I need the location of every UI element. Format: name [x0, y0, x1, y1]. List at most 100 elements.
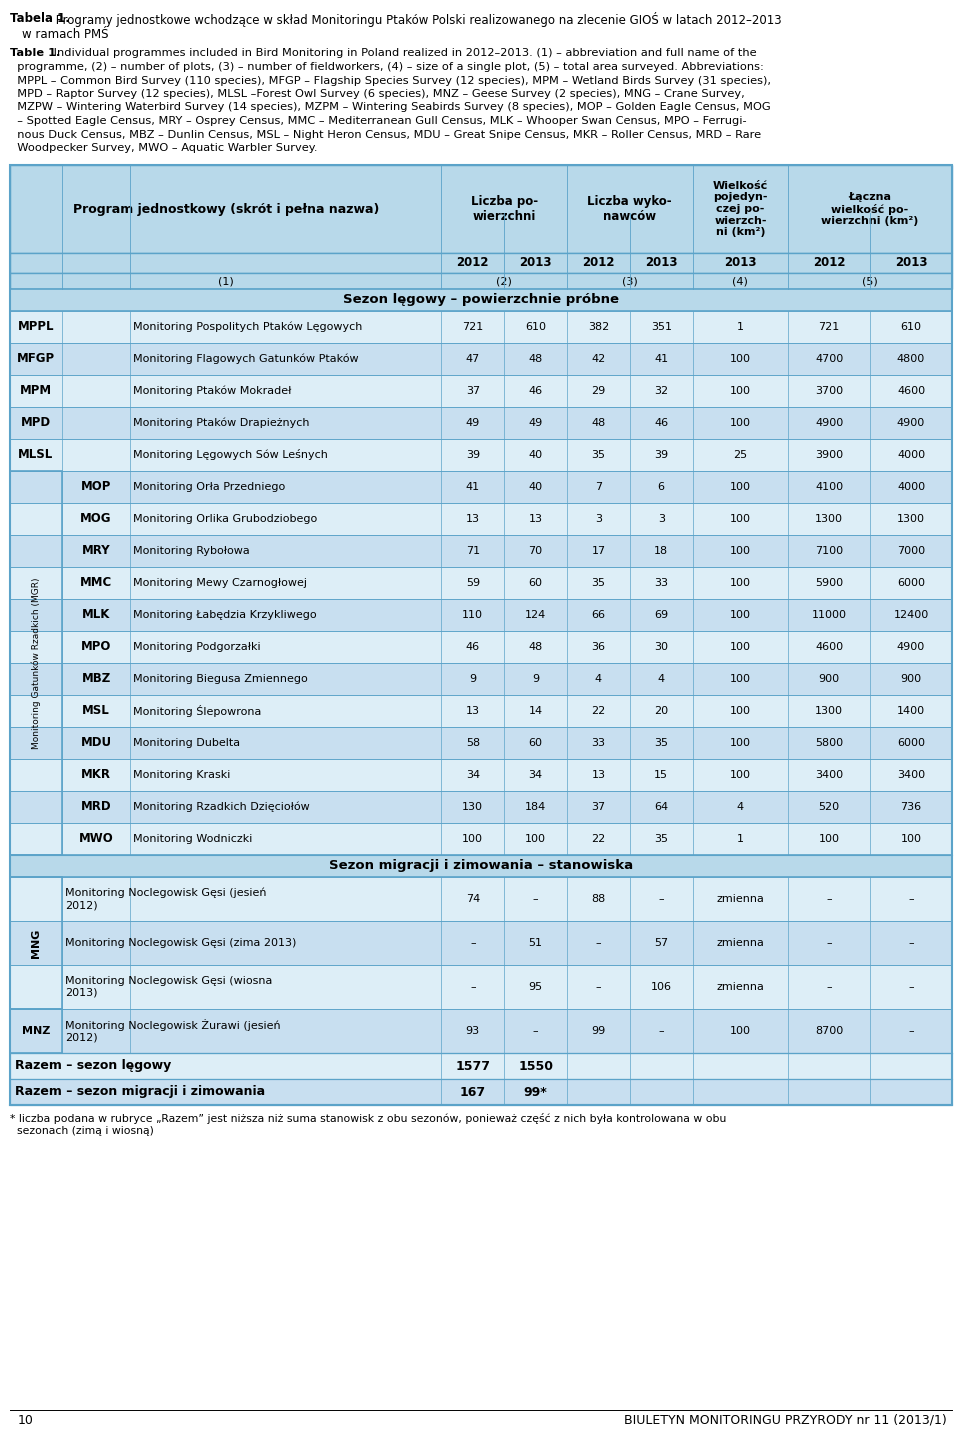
Text: 4900: 4900 [897, 643, 925, 653]
Text: 1: 1 [737, 834, 744, 844]
Text: 4: 4 [658, 674, 664, 684]
Text: 48: 48 [591, 418, 606, 428]
Text: –: – [470, 937, 475, 947]
Bar [10, 311, 952, 343]
Text: 49: 49 [529, 418, 542, 428]
Text: Monitoring Orła Przedniego: Monitoring Orła Przedniego [133, 482, 285, 492]
Text: 39: 39 [466, 449, 480, 459]
Text: Monitoring Ptaków Mokradeł: Monitoring Ptaków Mokradeł [133, 386, 292, 396]
Text: 100: 100 [819, 834, 840, 844]
Bar [10, 273, 952, 289]
Text: 900: 900 [900, 674, 922, 684]
Text: 100: 100 [730, 578, 751, 588]
Text: 3: 3 [595, 514, 602, 524]
Text: 60: 60 [529, 578, 542, 588]
Text: 35: 35 [654, 738, 668, 748]
Text: 167: 167 [460, 1086, 486, 1099]
Text: 1: 1 [737, 322, 744, 332]
Text: 1577: 1577 [455, 1059, 491, 1072]
Text: Monitoring Noclegowisk Gęsi (wiosna
2013): Monitoring Noclegowisk Gęsi (wiosna 2013… [65, 976, 273, 997]
Text: –: – [908, 982, 914, 992]
Text: (3): (3) [622, 276, 637, 286]
Text: 2012: 2012 [813, 256, 846, 269]
Text: Monitoring Dubelta: Monitoring Dubelta [133, 738, 240, 748]
Bar [10, 600, 952, 631]
Text: 8700: 8700 [815, 1026, 843, 1036]
Text: zmienna: zmienna [716, 894, 764, 904]
Text: MKR: MKR [81, 768, 111, 781]
Text: 1300: 1300 [815, 514, 843, 524]
Text: Liczba wyko-
nawców: Liczba wyko- nawców [588, 195, 672, 223]
Text: 32: 32 [654, 386, 668, 396]
Text: Liczba po-
wierzchni: Liczba po- wierzchni [470, 195, 538, 223]
Text: MLK: MLK [82, 608, 110, 621]
Text: MOP: MOP [81, 481, 111, 494]
Text: 610: 610 [525, 322, 546, 332]
Bar [10, 854, 952, 877]
Text: 100: 100 [730, 705, 751, 716]
Text: MDU: MDU [81, 737, 111, 750]
Text: MZPW – Wintering Waterbird Survey (14 species), MZPM – Wintering Seabirds Survey: MZPW – Wintering Waterbird Survey (14 sp… [10, 103, 771, 113]
Text: Tabela 1.: Tabela 1. [10, 11, 70, 24]
Text: –: – [827, 894, 832, 904]
Text: 37: 37 [466, 386, 480, 396]
Text: 2013: 2013 [895, 256, 927, 269]
Text: BIULETYN MONITORINGU PRZYRODY nr 11 (2013/1): BIULETYN MONITORINGU PRZYRODY nr 11 (201… [624, 1414, 947, 1427]
Text: 13: 13 [466, 514, 480, 524]
Text: 4900: 4900 [815, 418, 843, 428]
Text: 100: 100 [730, 674, 751, 684]
Text: MRD: MRD [81, 800, 111, 813]
Text: MPPL: MPPL [17, 321, 54, 333]
Text: 100: 100 [730, 418, 751, 428]
Text: 69: 69 [654, 610, 668, 620]
Text: 7: 7 [595, 482, 602, 492]
Text: 3900: 3900 [815, 449, 843, 459]
Text: –: – [533, 894, 539, 904]
Text: 47: 47 [466, 353, 480, 363]
Text: 49: 49 [466, 418, 480, 428]
Text: 721: 721 [819, 322, 840, 332]
Text: Monitoring Rybołowa: Monitoring Rybołowa [133, 547, 250, 557]
Text: 520: 520 [819, 801, 840, 811]
Text: 2012: 2012 [582, 256, 614, 269]
Text: 13: 13 [466, 705, 480, 716]
Text: 30: 30 [654, 643, 668, 653]
Text: 721: 721 [462, 322, 484, 332]
Text: –: – [595, 982, 601, 992]
Text: nous Duck Census, MBZ – Dunlin Census, MSL – Night Heron Census, MDU – Great Sni: nous Duck Census, MBZ – Dunlin Census, M… [10, 129, 761, 139]
Text: 66: 66 [591, 610, 606, 620]
Text: 100: 100 [730, 514, 751, 524]
Bar [10, 535, 952, 567]
Bar [10, 695, 952, 727]
Text: 2013: 2013 [645, 256, 678, 269]
Bar [10, 1053, 952, 1079]
Text: 41: 41 [654, 353, 668, 363]
Text: 22: 22 [591, 705, 606, 716]
Text: Razem – sezon lęgowy: Razem – sezon lęgowy [15, 1059, 171, 1072]
Text: Monitoring Gatunków Rzadkich (MGR): Monitoring Gatunków Rzadkich (MGR) [31, 577, 40, 748]
Bar [10, 1009, 952, 1053]
Text: MWO: MWO [79, 833, 113, 846]
Text: 48: 48 [529, 353, 542, 363]
Text: 4000: 4000 [897, 449, 925, 459]
Text: 7100: 7100 [815, 547, 843, 557]
Text: Monitoring Wodniczki: Monitoring Wodniczki [133, 834, 252, 844]
Text: 4: 4 [595, 674, 602, 684]
Text: 35: 35 [591, 578, 606, 588]
Text: Program jednostkowy (skrót i pełna nazwa): Program jednostkowy (skrót i pełna nazwa… [73, 203, 379, 216]
Bar [10, 727, 952, 758]
Text: 10: 10 [18, 1414, 34, 1427]
Text: 2013: 2013 [519, 256, 552, 269]
Text: 3400: 3400 [897, 770, 925, 780]
Text: 99*: 99* [524, 1086, 547, 1099]
Text: 100: 100 [730, 770, 751, 780]
Text: 3400: 3400 [815, 770, 843, 780]
Text: 46: 46 [654, 418, 668, 428]
Text: 100: 100 [730, 386, 751, 396]
Bar [10, 1079, 952, 1105]
Bar [10, 165, 952, 1105]
Text: 7000: 7000 [897, 547, 925, 557]
Text: (4): (4) [732, 276, 749, 286]
Bar [10, 165, 952, 253]
Text: MFGP: MFGP [17, 352, 55, 365]
